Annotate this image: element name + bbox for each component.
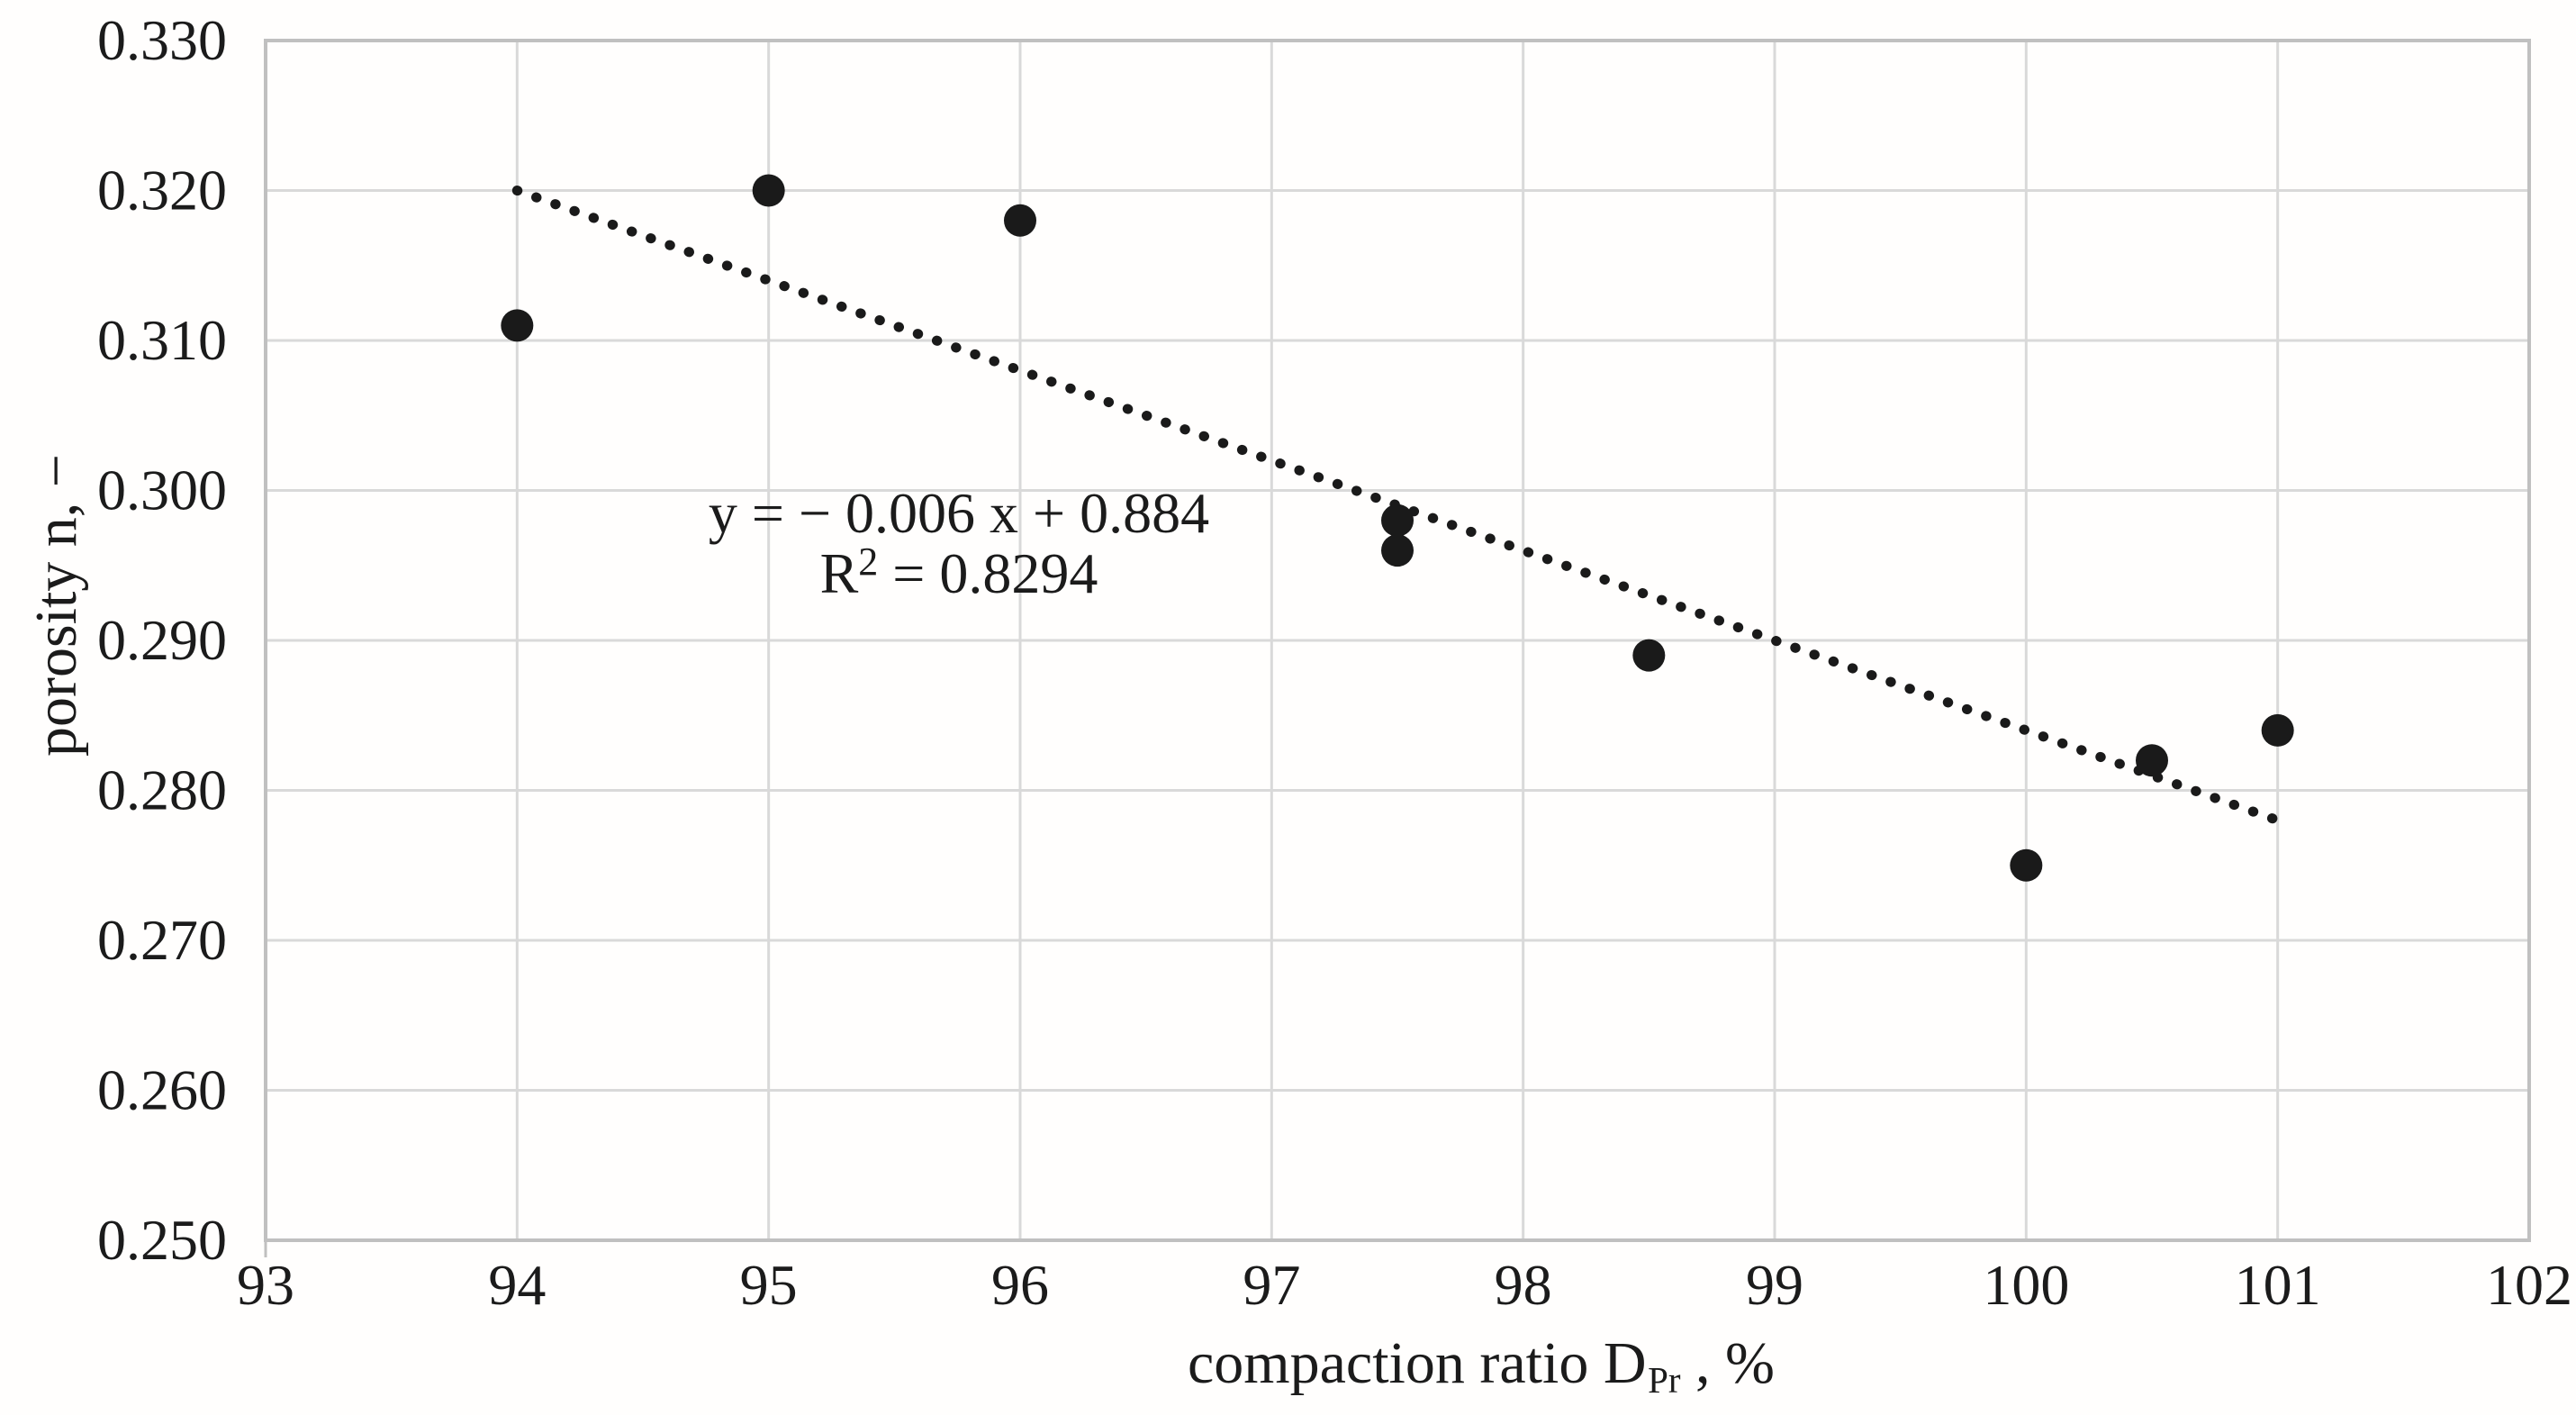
x-tick-label: 97: [1243, 1253, 1300, 1317]
r-squared-exponent: 2: [858, 540, 878, 584]
y-tick-label: 0.300: [97, 458, 227, 522]
x-axis-title-unit: , %: [1680, 1330, 1775, 1396]
plot-border: [264, 39, 2531, 1242]
x-axis-title: compaction ratio DPr , %: [1188, 1334, 1775, 1400]
y-axis-title: porosity n, −: [23, 453, 89, 757]
y-tick-label: 0.250: [97, 1208, 227, 1272]
y-tick-label: 0.290: [97, 608, 227, 672]
x-tick-label: 93: [237, 1253, 294, 1317]
y-tick-label: 0.260: [97, 1058, 227, 1122]
y-tick-label: 0.310: [97, 308, 227, 372]
r-squared-label: R2 = 0.8294: [820, 540, 1098, 605]
data-point: [752, 174, 785, 207]
x-tick-label: 102: [2486, 1253, 2572, 1317]
y-tick-label: 0.280: [97, 758, 227, 822]
x-tick-label: 100: [1983, 1253, 2069, 1317]
y-tick-label: 0.320: [97, 159, 227, 222]
trendline-equation-label: y = − 0.006 x + 0.884: [709, 481, 1209, 545]
data-point: [2010, 848, 2043, 882]
x-axis-title-subscript: Pr: [1648, 1360, 1681, 1401]
y-tick-label: 0.270: [97, 908, 227, 972]
x-tick-label: 99: [1746, 1253, 1803, 1317]
x-tick-label: 95: [740, 1253, 798, 1317]
r-squared-value: = 0.8294: [878, 541, 1098, 605]
data-point: [1632, 639, 1666, 672]
data-point: [2136, 744, 2168, 777]
data-point: [1381, 534, 1414, 567]
x-axis-title-text: compaction ratio D: [1188, 1330, 1647, 1396]
data-point: [501, 309, 534, 342]
data-point: [1004, 204, 1036, 237]
x-tick-label: 101: [2235, 1253, 2321, 1317]
x-tick-label: 96: [991, 1253, 1049, 1317]
x-tick-label: 98: [1495, 1253, 1552, 1317]
data-point: [1381, 503, 1414, 537]
x-tick-label: 94: [488, 1253, 546, 1317]
data-point: [2261, 713, 2294, 747]
y-tick-label: 0.330: [97, 8, 227, 72]
